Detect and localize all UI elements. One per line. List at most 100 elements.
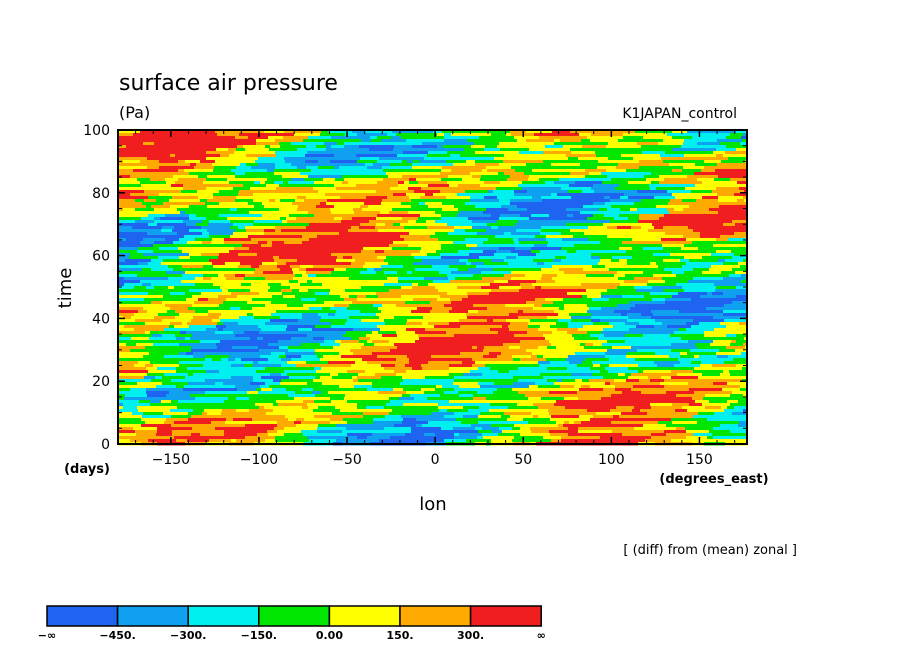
heatmap-cell [216,325,227,329]
heatmap-cell [146,145,169,149]
heatmap-cell [331,271,349,275]
heatmap-cell [510,199,525,203]
heatmap-cell [149,169,179,173]
heatmap-cell [582,379,590,383]
heatmap-cell [527,331,553,335]
heatmap-cell [470,196,485,200]
heatmap-cell [585,265,593,269]
heatmap-cell [299,289,309,293]
heatmap-cell [514,334,544,338]
heatmap-cell [375,250,385,254]
heatmap-cell [743,343,748,347]
heatmap-cell [228,148,237,152]
heatmap-cell [511,373,541,377]
heatmap-cell [144,199,157,203]
heatmap-cell [328,313,336,317]
heatmap-cell [510,415,534,419]
heatmap-cell [307,403,337,407]
heatmap-cell [527,259,534,263]
heatmap-cell [239,316,255,320]
heatmap-cell [201,292,232,296]
heatmap-cell [259,289,269,293]
heatmap-cell [561,259,574,263]
heatmap-cell [154,316,176,320]
heatmap-cell [273,403,279,407]
heatmap-cell [593,202,606,206]
heatmap-cell [420,373,438,377]
heatmap-cell [332,280,351,284]
units-label: (Pa) [119,103,150,122]
heatmap-cell [291,178,305,182]
heatmap-cell [498,172,505,176]
heatmap-cell [403,388,422,392]
heatmap-cell [362,376,373,380]
heatmap-cell [535,298,546,302]
heatmap-cell [475,163,490,167]
heatmap-cell [496,187,523,191]
heatmap-cell [487,169,516,173]
heatmap-cell [651,310,680,314]
heatmap-cell [381,310,389,314]
heatmap-cell [335,265,364,269]
heatmap-cell [118,169,134,173]
heatmap-cell [608,292,627,296]
heatmap-cell [726,145,748,149]
heatmap-cell [685,187,700,191]
heatmap-cell [512,427,521,431]
heatmap-cell [377,256,387,260]
heatmap-cell [449,265,455,269]
heatmap-cell [722,388,741,392]
heatmap-cell [286,205,299,209]
heatmap-cell [281,229,302,233]
heatmap-cell [666,229,694,233]
heatmap-cell [236,268,256,272]
heatmap-cell [487,223,516,227]
heatmap-cell [154,220,184,224]
heatmap-cell [377,355,408,359]
heatmap-cell [147,394,167,398]
heatmap-cell [259,247,269,251]
heatmap-cell [525,274,543,278]
heatmap-cell [450,298,463,302]
heatmap-cell [646,178,665,182]
heatmap-cell [307,334,328,338]
heatmap-cell [558,424,564,428]
heatmap-cell [688,340,714,344]
heatmap-cell [552,331,568,335]
heatmap-cell [180,145,188,149]
heatmap-cell [275,199,281,203]
heatmap-cell [514,241,520,245]
heatmap-cell [373,421,403,425]
x-axis-label: lon [419,494,446,515]
heatmap-cell [377,160,396,164]
heatmap-cell [621,223,633,227]
heatmap-cell [732,436,748,440]
heatmap-cell [685,427,714,431]
heatmap-cell [404,181,410,185]
heatmap-cell [369,379,380,383]
heatmap-cell [510,307,534,311]
heatmap-cell [582,190,595,194]
heatmap-cell [556,346,572,350]
heatmap-cell [203,364,232,368]
heatmap-cell [737,325,748,329]
heatmap-cell [292,268,300,272]
heatmap-cell [187,367,211,371]
heatmap-cell [599,208,608,212]
heatmap-cell [435,286,458,290]
heatmap-cell [522,217,530,221]
heatmap-cell [186,202,206,206]
heatmap-cell [444,133,452,137]
x-tick-label: −150 [152,452,190,468]
heatmap-cell [191,376,218,380]
heatmap-cell [229,355,248,359]
heatmap-cell [737,163,748,167]
heatmap-cell [525,394,552,398]
heatmap-cell [269,148,298,152]
heatmap-cell [726,136,742,140]
heatmap-cell [717,247,748,251]
heatmap-cell [166,346,192,350]
heatmap-cell [533,307,560,311]
heatmap-cell [738,400,748,404]
heatmap-cell [343,334,367,338]
